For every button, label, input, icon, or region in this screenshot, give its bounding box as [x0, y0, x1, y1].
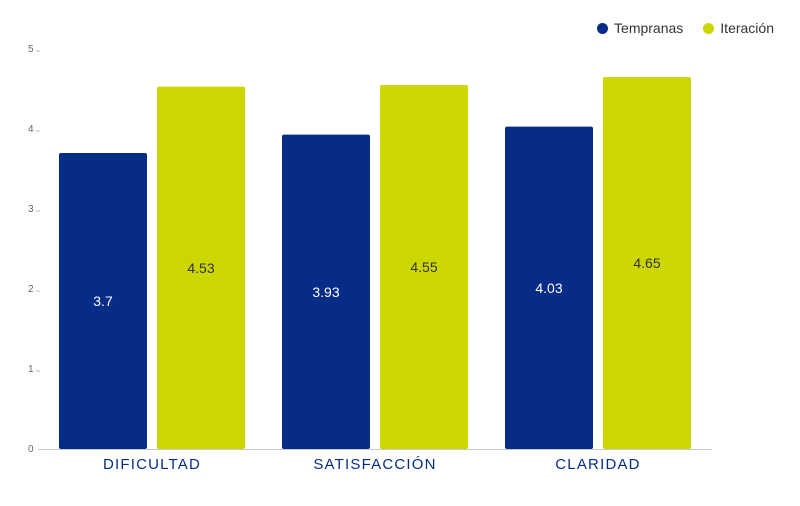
legend-swatch-tempranas [597, 22, 609, 34]
chart-legend: Tempranas Iteración [597, 20, 774, 36]
bar-iteracin-1 [380, 85, 468, 449]
legend-label-tempranas: Tempranas [614, 20, 684, 36]
legend-swatch-iteracion [703, 22, 715, 34]
x-category-label: SATISFACCIÓN [313, 456, 436, 473]
bar-tempranas-0 [59, 153, 147, 449]
y-tick-label: 0 [28, 444, 34, 455]
bar-tempranas-2 [505, 126, 593, 449]
legend-label-iteracion: Iteración [720, 20, 774, 36]
y-tick-label: 3 [28, 204, 34, 215]
bar-tempranas-1 [282, 134, 370, 449]
bar-iteracin-2 [603, 77, 691, 449]
data-label: 4.55 [410, 259, 437, 275]
data-label: 4.03 [535, 280, 562, 296]
y-tick-label: 4 [28, 124, 34, 135]
data-label: 4.53 [187, 260, 214, 276]
data-label: 4.65 [633, 255, 660, 271]
legend-item-tempranas: Tempranas [597, 20, 683, 36]
y-tick-label: 1 [28, 364, 34, 375]
x-category-label: CLARIDAD [555, 456, 640, 473]
x-category-label: DIFICULTAD [103, 456, 201, 473]
legend-item-iteracion: Iteración [703, 20, 774, 36]
bar-iteracin-0 [157, 86, 245, 449]
data-label: 3.7 [93, 293, 113, 309]
data-label: 3.93 [312, 284, 339, 300]
y-tick-label: 5 [28, 44, 34, 55]
y-tick-label: 2 [28, 284, 34, 295]
